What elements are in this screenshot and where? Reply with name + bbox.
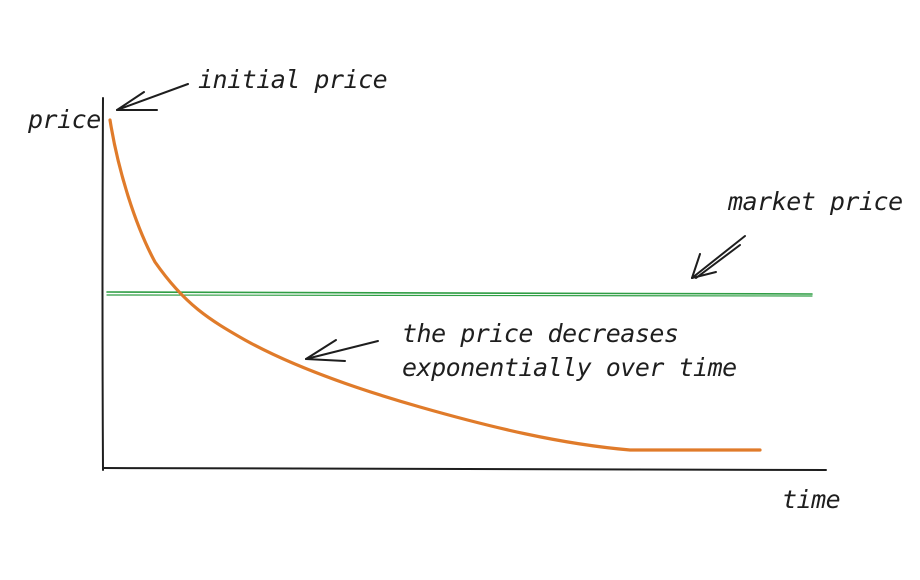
x-axis <box>102 467 827 471</box>
decrease-label-line1: the price decreases <box>402 319 678 348</box>
x-axis-label: time <box>782 485 840 514</box>
decrease-label-line2: exponentially over time <box>402 353 737 382</box>
initial-price-label: initial price <box>198 65 387 94</box>
market-price-label: market price <box>727 187 903 216</box>
market-price-arrow <box>691 235 746 279</box>
y-axis <box>101 97 104 471</box>
market-price-line <box>106 291 813 297</box>
price-curve <box>108 118 762 452</box>
axes <box>101 97 827 471</box>
y-axis-label: price <box>27 105 101 134</box>
initial-price-arrow <box>116 83 189 111</box>
curve-arrow <box>305 339 379 362</box>
